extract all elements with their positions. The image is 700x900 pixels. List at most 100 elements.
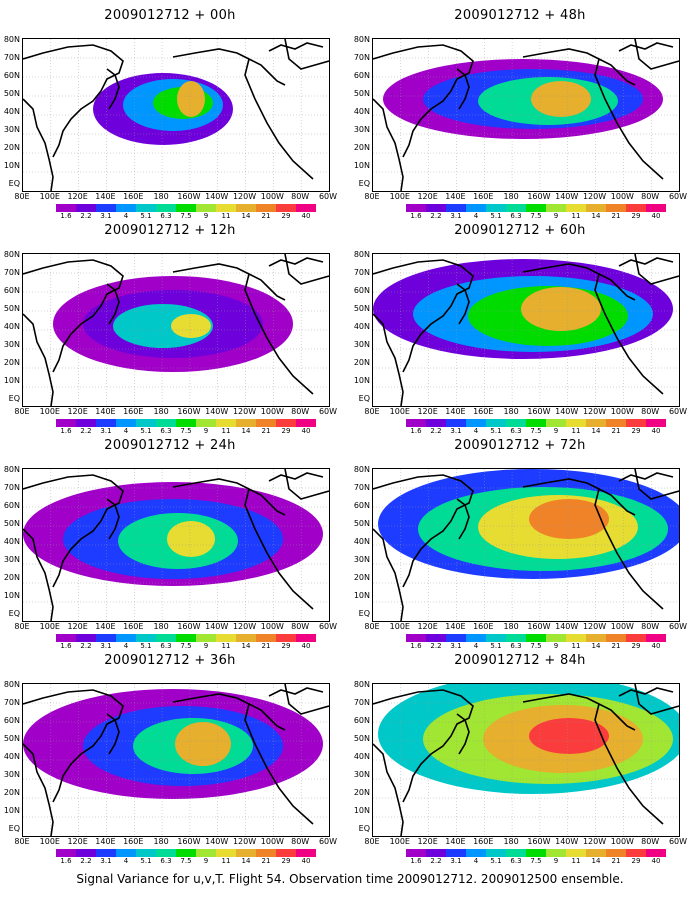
colorbar-swatch [176, 634, 196, 642]
colorbar-label: 11 [221, 427, 231, 435]
lon-tick-label: 100E [389, 622, 410, 631]
colorbar-label: 14 [591, 857, 601, 865]
colorbar-label: 21 [611, 212, 621, 220]
lon-tick-label: 80W [641, 407, 660, 416]
lon-tick-label: 80E [14, 837, 30, 846]
lat-tick-label: 20N [3, 573, 20, 582]
lat-tick-label: EQ [358, 609, 370, 618]
colorbar-label: 11 [571, 857, 581, 865]
coastline [268, 257, 324, 267]
lat-tick-label: 50N [353, 734, 370, 743]
colorbar-swatch [466, 849, 486, 857]
colorbar-swatch [296, 419, 316, 427]
lat-tick-label: 70N [353, 483, 370, 492]
panel-title: 2009012712 + 48h [454, 8, 586, 23]
lat-tick-label: 60N [3, 71, 20, 80]
colorbar-label: 2.2 [80, 642, 92, 650]
lat-tick-label: 60N [3, 501, 20, 510]
coastline [244, 488, 314, 610]
colorbar-swatch [296, 634, 316, 642]
colorbar-swatch [506, 634, 526, 642]
colorbar-swatch [406, 849, 426, 857]
colorbar [406, 849, 666, 857]
colorbar-swatch [156, 204, 176, 212]
lat-tick-label: 40N [3, 537, 20, 546]
colorbar-swatch [626, 634, 646, 642]
panel-title: 2009012712 + 72h [454, 438, 586, 453]
coastline [373, 743, 404, 836]
colorbar-swatch [276, 204, 296, 212]
colorbar-label: 9 [553, 857, 559, 865]
colorbar-label: 3.1 [450, 427, 462, 435]
lon-tick-label: 100W [610, 192, 634, 201]
lon-tick-label: 180 [503, 192, 519, 201]
lon-tick-label: 60W [668, 622, 688, 631]
lon-tick-label: 100E [39, 407, 60, 416]
lon-tick-label: 100W [610, 622, 634, 631]
lon-tick-label: 160W [177, 837, 201, 846]
coastline [284, 39, 329, 70]
lon-tick-label: 160W [527, 837, 551, 846]
lat-tick-label: 60N [353, 501, 370, 510]
colorbar [406, 634, 666, 642]
coastline [268, 687, 324, 697]
colorbar-swatch [586, 634, 606, 642]
lat-tick-label: EQ [8, 179, 20, 188]
map-panel: 2009012712 + 48h 80N 70N 60N 50N 40N 30N 20N 10N… [350, 0, 690, 220]
lat-tick-label: 30N [353, 555, 370, 564]
colorbar-swatch [526, 634, 546, 642]
colorbar-label: 4 [473, 642, 479, 650]
coastline [618, 42, 674, 52]
lon-tick-label: 100W [610, 837, 634, 846]
colorbar-label: 1.6 [410, 857, 422, 865]
lat-tick-label: EQ [358, 394, 370, 403]
colorbar-label: 11 [571, 212, 581, 220]
colorbar-swatch [486, 204, 506, 212]
lon-tick-label: 140E [445, 192, 466, 201]
lon-tick-label: 100E [389, 192, 410, 201]
panel-grid: 2009012712 + 00h 80N 70N 60N 50N 40N 30N 20N 10N… [3, 0, 690, 865]
colorbar-swatch [236, 204, 256, 212]
colorbar-label: 21 [261, 212, 271, 220]
lat-tick-label: 30N [3, 770, 20, 779]
colorbar-label: 9 [203, 642, 209, 650]
panel-title: 2009012712 + 60h [454, 223, 586, 238]
colorbar-label: 6.3 [510, 642, 522, 650]
colorbar-swatch [626, 849, 646, 857]
lat-tick-label: 10N [353, 376, 370, 385]
lon-tick-label: 140W [205, 192, 229, 201]
lon-tick-label: 80E [364, 837, 380, 846]
colorbar-label: 7.5 [180, 642, 192, 650]
colorbar-swatch [116, 419, 136, 427]
colorbar-label: 21 [611, 642, 621, 650]
colorbar-label: 5.1 [490, 427, 502, 435]
lat-tick-label: 70N [3, 483, 20, 492]
colorbar-swatch [136, 419, 156, 427]
colorbar-label: 14 [241, 212, 251, 220]
lon-tick-label: 140E [95, 837, 116, 846]
colorbar-swatch [296, 849, 316, 857]
coastline [106, 498, 120, 540]
lon-tick-label: 120E [417, 192, 438, 201]
lat-tick-label: 40N [353, 537, 370, 546]
colorbar-label: 7.5 [180, 212, 192, 220]
lon-tick-label: 160E [473, 837, 494, 846]
coastline [23, 44, 124, 158]
lon-tick-label: 120E [417, 407, 438, 416]
colorbar-label: 6.3 [160, 427, 172, 435]
colorbar-label: 29 [281, 427, 291, 435]
colorbar-swatch [96, 849, 116, 857]
lon-tick-label: 160E [473, 407, 494, 416]
lon-tick-label: 140E [95, 622, 116, 631]
lon-tick-label: 100W [610, 407, 634, 416]
lon-tick-label: 100W [260, 192, 284, 201]
map-panel: 2009012712 + 84h 80N 70N 60N 50N 40N 30N 20N 10N… [350, 645, 690, 865]
lat-tick-label: 80N [3, 680, 20, 689]
lat-tick-label: 10N [3, 161, 20, 170]
coastline [618, 687, 674, 697]
lat-tick-label: 10N [3, 806, 20, 815]
colorbar-label: 40 [651, 427, 661, 435]
colorbar-label: 4 [123, 642, 129, 650]
lon-tick-label: 160E [123, 837, 144, 846]
colorbar-swatch [296, 204, 316, 212]
